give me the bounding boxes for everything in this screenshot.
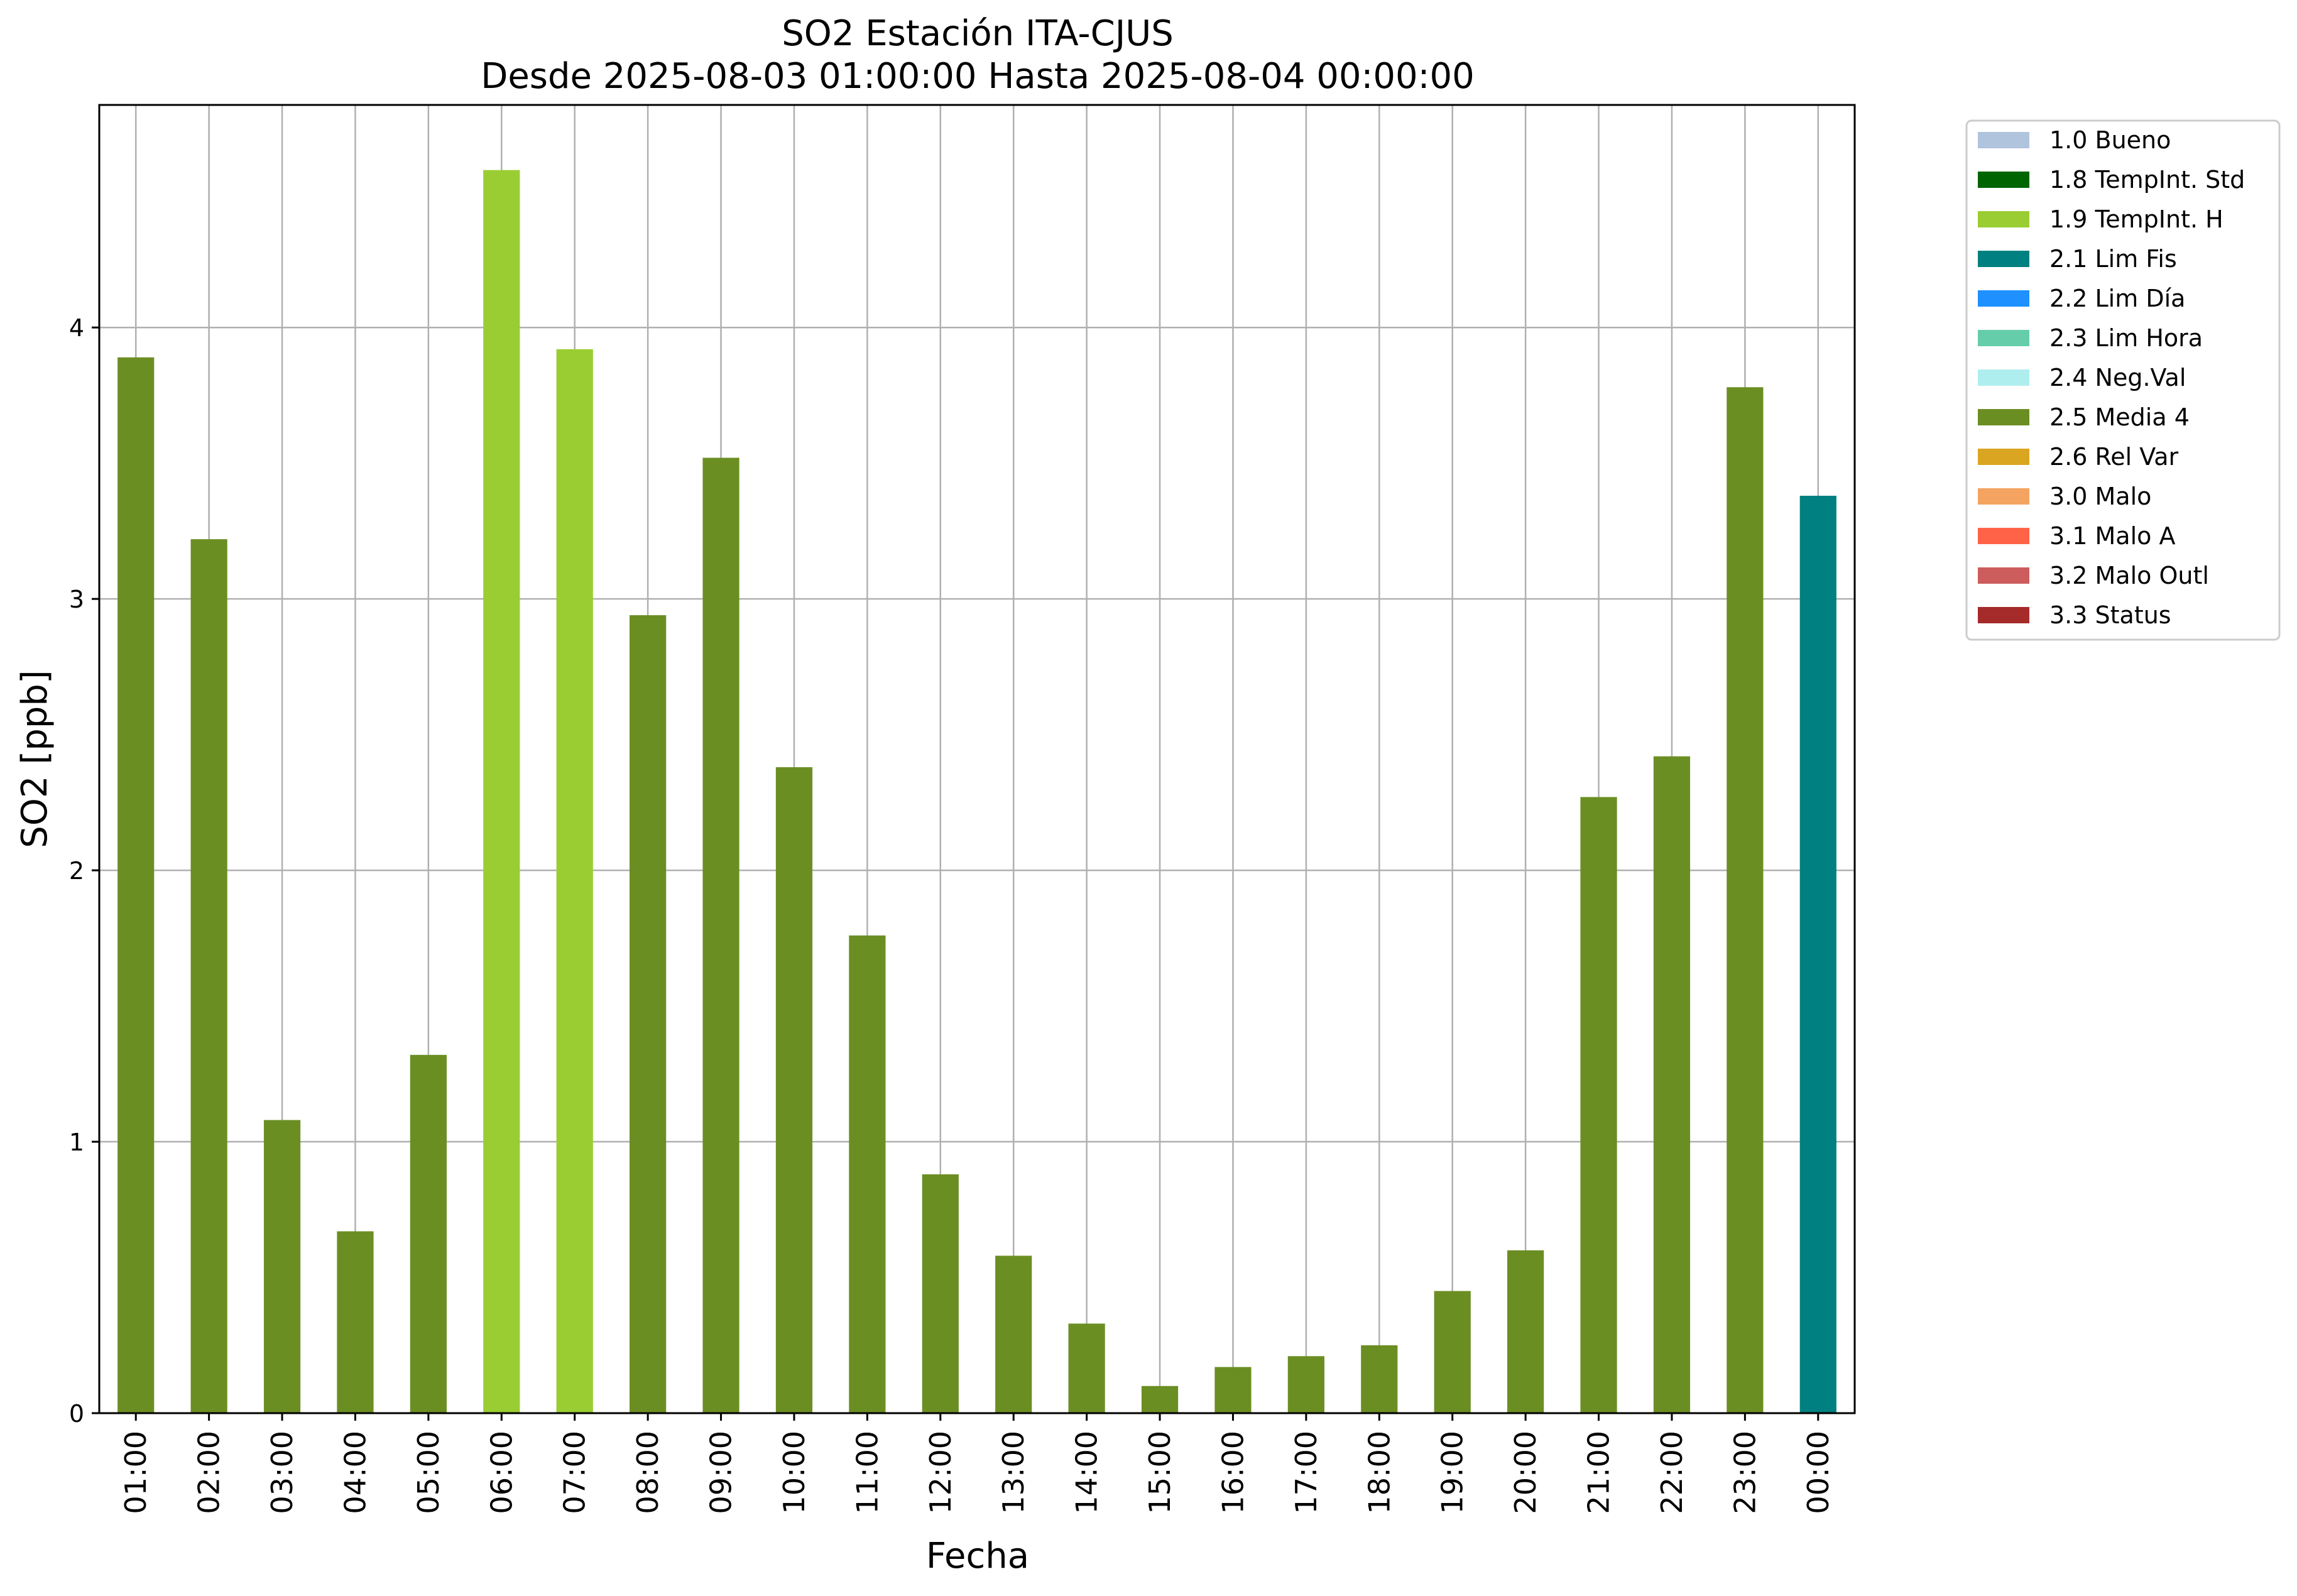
legend-swatch — [1978, 607, 2029, 623]
x-tick-label: 04:00 — [338, 1431, 372, 1514]
bar-0700 — [556, 349, 593, 1414]
x-tick-label: 02:00 — [192, 1431, 226, 1514]
legend-label: 2.4 Neg.Val — [2049, 364, 2186, 391]
legend-label: 3.2 Malo Outl — [2049, 562, 2209, 589]
y-tick-label: 0 — [69, 1400, 84, 1428]
legend-label: 1.9 TempInt. H — [2049, 205, 2223, 233]
bar-1100 — [849, 935, 886, 1413]
chart-title: SO2 Estación ITA-CJUS — [782, 13, 1174, 54]
x-tick-label: 06:00 — [484, 1431, 518, 1514]
x-tick-label: 14:00 — [1070, 1431, 1104, 1514]
legend-label: 2.6 Rel Var — [2049, 443, 2179, 471]
legend-swatch — [1978, 132, 2029, 148]
bar-1500 — [1141, 1386, 1179, 1413]
legend-label: 2.5 Media 4 — [2049, 403, 2190, 431]
y-tick-label: 3 — [69, 586, 84, 613]
legend-swatch — [1978, 449, 2029, 465]
bar-1900 — [1434, 1291, 1471, 1413]
bar-1300 — [995, 1255, 1032, 1413]
x-tick-label: 01:00 — [119, 1431, 153, 1514]
bar-0800 — [630, 615, 667, 1413]
legend: 1.0 Bueno 1.8 TempInt. Std 1.9 TempInt. H 2… — [1965, 119, 2281, 641]
legend-label: 3.1 Malo A — [2049, 522, 2175, 550]
legend-swatch — [1978, 172, 2029, 188]
bar-2100 — [1580, 797, 1617, 1413]
bar-1400 — [1068, 1323, 1105, 1413]
x-axis-ticks: 01:00 02:00 03:00 04:00 05:00 06:00 07:00 08:00… — [119, 1413, 1835, 1514]
legend-label: 2.3 Lim Hora — [2049, 324, 2203, 352]
x-tick-label: 17:00 — [1289, 1431, 1323, 1514]
bar-1800 — [1361, 1345, 1398, 1413]
y-tick-label: 4 — [69, 314, 84, 342]
x-tick-label: 18:00 — [1362, 1431, 1396, 1514]
legend-swatch — [1978, 290, 2029, 307]
plot-frame — [98, 104, 1856, 1414]
legend-swatch — [1978, 251, 2029, 267]
legend-label: 1.8 TempInt. Std — [2049, 166, 2245, 194]
bars — [117, 170, 1836, 1414]
x-tick-label: 21:00 — [1582, 1431, 1616, 1514]
bar-0400 — [337, 1231, 374, 1413]
bar-0100 — [117, 357, 155, 1414]
x-tick-label: 13:00 — [996, 1431, 1030, 1514]
legend-label: 1.0 Bueno — [2049, 126, 2171, 154]
bar-2200 — [1653, 756, 1691, 1413]
bar-0200 — [190, 539, 227, 1413]
legend-label: 3.3 Status — [2049, 601, 2171, 629]
x-tick-label: 00:00 — [1801, 1431, 1835, 1514]
legend-label: 2.1 Lim Fis — [2049, 245, 2177, 273]
x-tick-label: 16:00 — [1216, 1431, 1250, 1514]
legend-frame — [1965, 119, 2281, 641]
legend-swatch — [1978, 211, 2029, 227]
bar-1600 — [1214, 1367, 1252, 1413]
x-tick-label: 22:00 — [1655, 1431, 1689, 1514]
x-tick-label: 15:00 — [1143, 1431, 1177, 1514]
bar-0300 — [263, 1120, 301, 1413]
bar-0600 — [483, 170, 520, 1413]
x-tick-label: 08:00 — [631, 1431, 665, 1514]
bar-1700 — [1287, 1356, 1324, 1413]
legend-swatch — [1978, 409, 2029, 425]
y-tick-label: 2 — [69, 857, 84, 885]
x-tick-label: 10:00 — [777, 1431, 811, 1514]
chart-subtitle: Desde 2025-08-03 01:00:00 Hasta 2025-08-… — [481, 56, 1475, 97]
bar-1200 — [922, 1174, 959, 1413]
x-tick-label: 20:00 — [1509, 1431, 1542, 1514]
x-tick-label: 11:00 — [850, 1431, 884, 1514]
x-tick-label: 23:00 — [1728, 1431, 1762, 1514]
bar-0900 — [702, 457, 739, 1413]
x-tick-label: 09:00 — [704, 1431, 738, 1514]
legend-swatch — [1978, 528, 2029, 544]
bar-0000 — [1799, 496, 1836, 1413]
bar-2300 — [1727, 387, 1764, 1413]
legend-label: 2.2 Lim Día — [2049, 285, 2185, 312]
x-tick-label: 12:00 — [924, 1431, 958, 1514]
bar-2000 — [1507, 1250, 1544, 1413]
x-tick-label: 19:00 — [1436, 1431, 1470, 1514]
x-tick-label: 05:00 — [412, 1431, 445, 1514]
legend-swatch — [1978, 369, 2029, 386]
bar-1000 — [775, 767, 813, 1413]
legend-swatch — [1978, 488, 2029, 505]
x-tick-label: 07:00 — [558, 1431, 592, 1514]
legend-swatch — [1978, 330, 2029, 346]
y-axis-label: SO2 [ppb] — [14, 670, 55, 848]
legend-items: 1.0 Bueno 1.8 TempInt. Std 1.9 TempInt. H 2… — [1978, 126, 2245, 629]
legend-swatch — [1978, 567, 2029, 584]
legend-label: 3.0 Malo — [2049, 483, 2151, 510]
y-tick-label: 1 — [69, 1129, 84, 1156]
y-axis-ticks: 0 1 2 3 4 — [69, 314, 99, 1428]
x-tick-label: 03:00 — [265, 1431, 299, 1514]
x-axis-label: Fecha — [926, 1536, 1029, 1577]
bar-0500 — [410, 1054, 447, 1413]
